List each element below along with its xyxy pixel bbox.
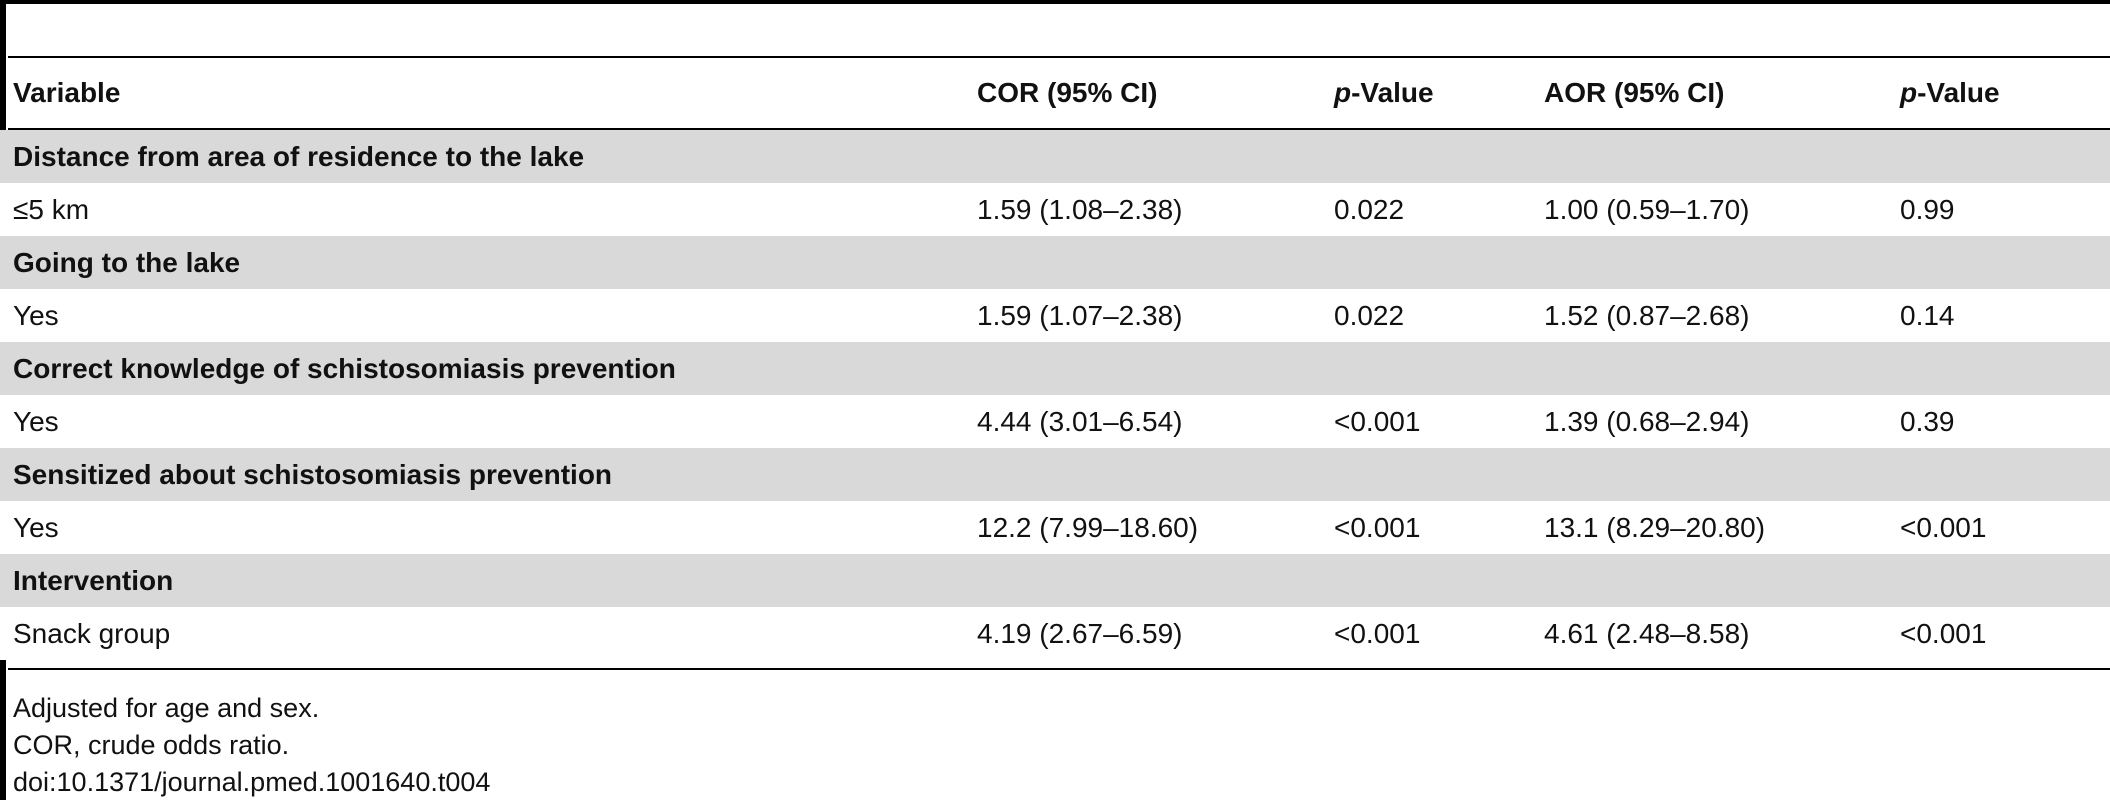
row-cor: 12.2 (7.99–18.60) — [977, 511, 1199, 543]
header-p-italic-1: p — [1334, 77, 1352, 108]
row-label: Snack group — [13, 617, 171, 649]
row-p-value-2: 0.99 — [1900, 193, 1955, 225]
row-p-value-1: <0.001 — [1334, 617, 1421, 649]
header-top-rule — [8, 56, 2110, 58]
header-bottom-rule — [8, 128, 2110, 130]
footnote-cor-definition: COR, crude odds ratio. — [13, 730, 290, 760]
table-footnotes: Adjusted for age and sex. COR, crude odd… — [13, 690, 490, 801]
row-aor: 1.39 (0.68–2.94) — [1544, 405, 1750, 437]
row-label: Yes — [13, 405, 59, 437]
row-label: ≤5 km — [13, 193, 90, 225]
group-title: Distance from area of residence to the l… — [13, 140, 585, 172]
table-row: Snack group 4.19 (2.67–6.59) <0.001 4.61… — [0, 607, 2110, 660]
row-p-value-2: <0.001 — [1900, 511, 1987, 543]
group-title: Going to the lake — [13, 246, 241, 278]
row-p-value-2: <0.001 — [1900, 617, 1987, 649]
row-cor: 4.44 (3.01–6.54) — [977, 405, 1183, 437]
header-cor: COR (95% CI) — [977, 77, 1158, 108]
header-aor: AOR (95% CI) — [1544, 77, 1725, 108]
row-aor: 13.1 (8.29–20.80) — [1544, 511, 1766, 543]
group-row: Correct knowledge of schistosomiasis pre… — [0, 342, 2110, 395]
row-p-value-1: <0.001 — [1334, 511, 1421, 543]
group-title: Correct knowledge of schistosomiasis pre… — [13, 352, 676, 384]
table-row: Yes 12.2 (7.99–18.60) <0.001 13.1 (8.29–… — [0, 501, 2110, 554]
top-border — [0, 0, 2110, 4]
row-cor: 4.19 (2.67–6.59) — [977, 617, 1183, 649]
group-title: Intervention — [13, 564, 174, 596]
table-row: ≤5 km 1.59 (1.08–2.38) 0.022 1.00 (0.59–… — [0, 183, 2110, 236]
table-header: Variable COR (95% CI) p -Value AOR (95% C… — [0, 58, 2110, 128]
table-row: Yes 1.59 (1.07–2.38) 0.022 1.52 (0.87–2.… — [0, 289, 2110, 342]
table-bottom-rule — [8, 668, 2110, 670]
row-aor: 1.00 (0.59–1.70) — [1544, 193, 1750, 225]
row-p-value-1: <0.001 — [1334, 405, 1421, 437]
group-row: Intervention — [0, 554, 2110, 607]
row-p-value-2: 0.14 — [1900, 299, 1955, 331]
row-p-value-1: 0.022 — [1334, 299, 1405, 331]
header-p-rest-2: -Value — [1917, 77, 2000, 108]
row-aor: 4.61 (2.48–8.58) — [1544, 617, 1750, 649]
table-row: Yes 4.44 (3.01–6.54) <0.001 1.39 (0.68–2… — [0, 395, 2110, 448]
header-p-value-1: p -Value — [1334, 58, 1434, 128]
row-p-value-2: 0.39 — [1900, 405, 1955, 437]
footnote-adjusted: Adjusted for age and sex. — [13, 693, 320, 723]
row-label: Yes — [13, 511, 59, 543]
header-variable: Variable — [13, 77, 121, 108]
row-p-value-1: 0.022 — [1334, 193, 1405, 225]
group-row: Distance from area of residence to the l… — [0, 130, 2110, 183]
header-p-rest-1: -Value — [1351, 77, 1434, 108]
row-cor: 1.59 (1.08–2.38) — [977, 193, 1183, 225]
footnote-doi: doi:10.1371/journal.pmed.1001640.t004 — [13, 767, 491, 797]
group-title: Sensitized about schistosomiasis prevent… — [13, 458, 613, 490]
header-p-value-2: p -Value — [1900, 58, 2000, 128]
header-p-italic-2: p — [1900, 77, 1918, 108]
group-row: Going to the lake — [0, 236, 2110, 289]
row-label: Yes — [13, 299, 59, 331]
row-cor: 1.59 (1.07–2.38) — [977, 299, 1183, 331]
row-aor: 1.52 (0.87–2.68) — [1544, 299, 1750, 331]
group-row: Sensitized about schistosomiasis prevent… — [0, 448, 2110, 501]
